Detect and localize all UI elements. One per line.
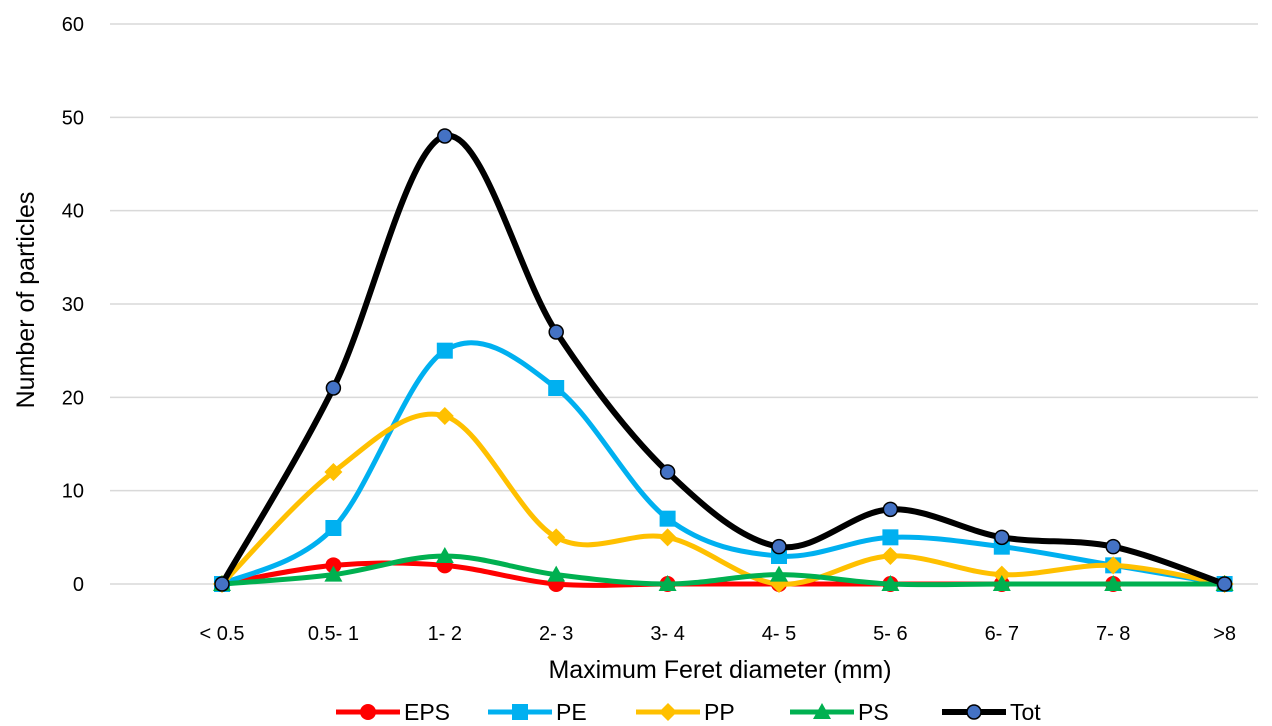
data-point-pe bbox=[548, 380, 565, 396]
y-axis-ticks: 0 10 20 30 40 50 60 bbox=[62, 14, 84, 596]
data-point-tot bbox=[882, 501, 899, 518]
data-point-ps bbox=[547, 565, 566, 582]
x-tick-label: 5- 6 bbox=[873, 623, 907, 645]
data-point-tot bbox=[214, 576, 230, 592]
y-tick-label: 50 bbox=[62, 107, 84, 129]
y-tick-label: 20 bbox=[62, 387, 84, 409]
x-tick-label: < 0.5 bbox=[199, 623, 244, 645]
legend-item-ps: PS bbox=[790, 699, 889, 725]
legend-label-eps: EPS bbox=[404, 699, 450, 725]
y-tick-label: 40 bbox=[62, 201, 84, 223]
x-tick-label: 1- 2 bbox=[428, 623, 462, 645]
data-point-tot bbox=[659, 464, 676, 480]
data-point-tot bbox=[771, 538, 787, 555]
series-line-ps bbox=[219, 553, 1228, 588]
legend-marker-tot bbox=[966, 704, 982, 720]
data-point-eps bbox=[325, 557, 342, 574]
data-point-pe bbox=[882, 529, 899, 546]
data-point-ps bbox=[1104, 575, 1123, 591]
data-point-ps bbox=[881, 575, 900, 591]
data-point-pp bbox=[435, 407, 454, 425]
legend-label-ps: PS bbox=[858, 699, 889, 725]
legend-marker-ps bbox=[813, 703, 831, 719]
data-point-pp bbox=[324, 463, 343, 481]
series-line-pe bbox=[219, 340, 1228, 587]
series-tot bbox=[214, 128, 1233, 592]
data-point-ps bbox=[770, 565, 788, 582]
series-line-tot bbox=[219, 132, 1228, 587]
legend-marker-eps bbox=[360, 704, 376, 720]
data-point-pp bbox=[658, 528, 677, 547]
y-axis-title: Number of particles bbox=[12, 192, 40, 409]
data-point-tot bbox=[994, 529, 1010, 546]
data-point-pp bbox=[1104, 556, 1123, 575]
series-group bbox=[213, 128, 1234, 593]
data-point-pe bbox=[436, 342, 453, 359]
data-point-tot bbox=[548, 324, 564, 340]
y-tick-label: 30 bbox=[62, 294, 84, 316]
data-point-ps bbox=[324, 565, 343, 582]
legend-marker-pe bbox=[512, 704, 528, 720]
x-tick-label: >8 bbox=[1213, 623, 1236, 645]
legend: EPS PE PP PS Tot bbox=[336, 699, 1041, 725]
data-point-ps bbox=[992, 575, 1011, 591]
x-tick-label: 0.5- 1 bbox=[308, 623, 359, 645]
y-tick-label: 60 bbox=[62, 14, 84, 36]
legend-item-pe: PE bbox=[488, 699, 587, 725]
series-pe bbox=[214, 340, 1233, 592]
x-axis-title: Maximum Feret diameter (mm) bbox=[548, 656, 891, 684]
legend-item-tot: Tot bbox=[942, 699, 1041, 725]
y-tick-label: 0 bbox=[73, 574, 84, 596]
data-point-ps bbox=[435, 547, 454, 563]
data-point-pp bbox=[992, 565, 1011, 584]
data-point-pp bbox=[881, 547, 900, 565]
x-tick-label: 2- 3 bbox=[539, 623, 573, 645]
data-point-pe bbox=[325, 520, 342, 536]
legend-label-pp: PP bbox=[704, 699, 735, 725]
data-point-pp bbox=[547, 528, 566, 547]
legend-label-tot: Tot bbox=[1010, 699, 1041, 725]
x-axis-ticks: < 0.5 0.5- 1 1- 2 2- 3 3- 4 4- 5 5- 6 6- 7 7- 8 >… bbox=[199, 623, 1236, 645]
x-tick-label: 7- 8 bbox=[1096, 623, 1130, 645]
legend-label-pe: PE bbox=[556, 699, 587, 725]
data-point-ps bbox=[658, 575, 677, 591]
x-tick-label: 4- 5 bbox=[762, 623, 796, 645]
data-point-tot bbox=[1216, 576, 1233, 592]
y-tick-label: 10 bbox=[62, 481, 84, 503]
legend-item-pp: PP bbox=[636, 699, 735, 725]
data-point-pe bbox=[659, 510, 676, 527]
series-line-pp bbox=[219, 411, 1228, 587]
legend-item-eps: EPS bbox=[336, 699, 450, 725]
legend-marker-pp bbox=[659, 703, 677, 721]
data-point-tot bbox=[1105, 538, 1121, 555]
gridlines bbox=[110, 23, 1258, 585]
x-tick-label: 3- 4 bbox=[650, 623, 684, 645]
data-point-tot bbox=[437, 128, 453, 144]
data-point-tot bbox=[325, 380, 342, 396]
x-tick-label: 6- 7 bbox=[985, 623, 1019, 645]
